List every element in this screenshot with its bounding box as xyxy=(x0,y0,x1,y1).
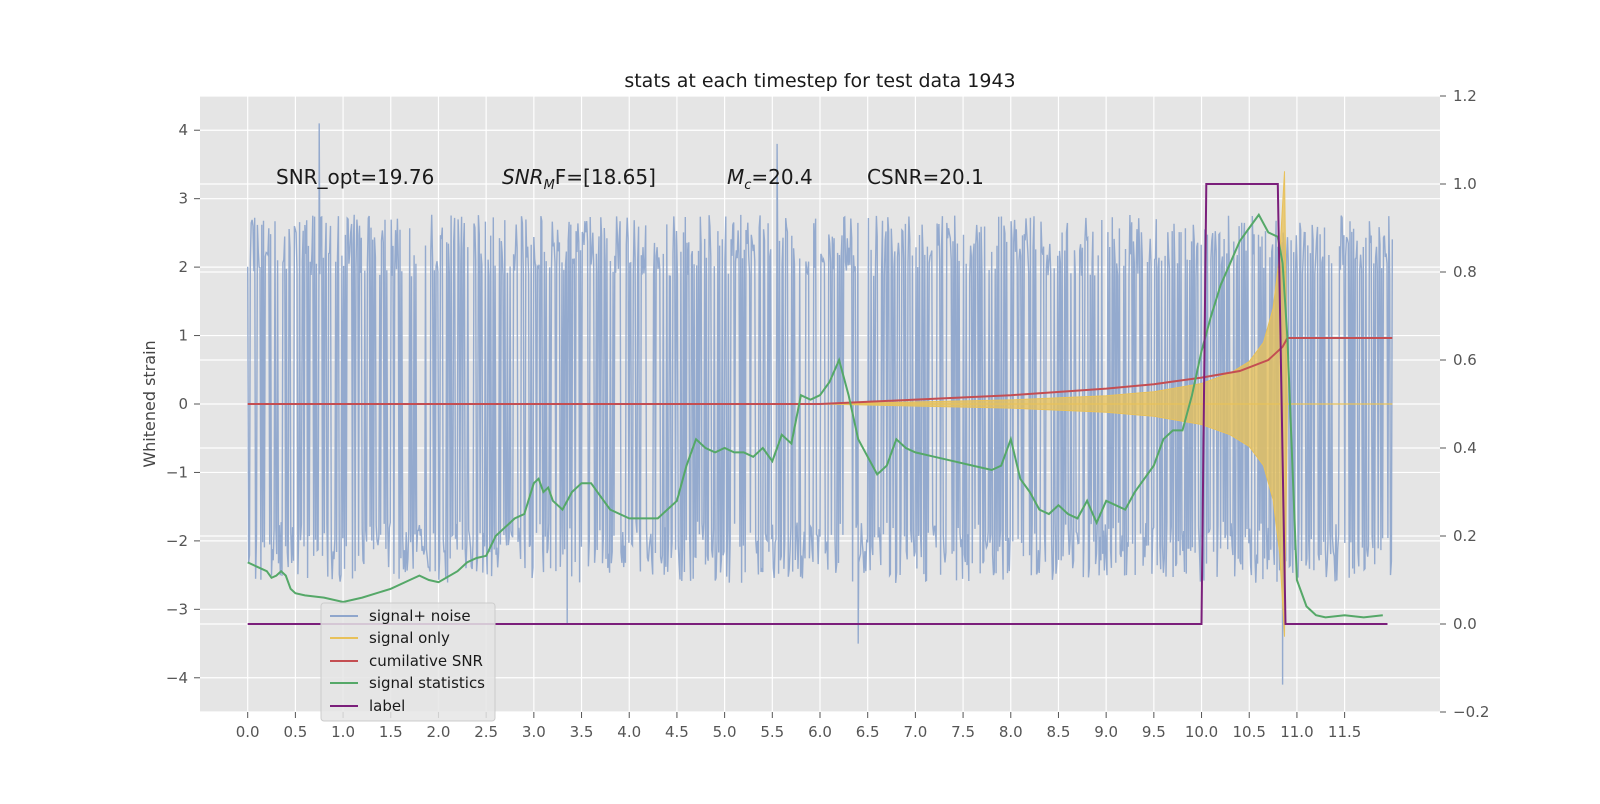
x-tick-label: 7.5 xyxy=(951,723,975,741)
x-tick-label: 0.5 xyxy=(283,723,307,741)
x-tick-label: 8.0 xyxy=(999,723,1023,741)
x-tick-label: 10.0 xyxy=(1185,723,1218,741)
annotation-mc-main: M xyxy=(727,165,744,189)
chart-title: stats at each timestep for test data 194… xyxy=(624,70,1015,92)
x-tick-label: 5.0 xyxy=(713,723,737,741)
x-tick-label: 4.0 xyxy=(617,723,641,741)
signal-only-series xyxy=(819,171,1393,637)
y2-tick-label: 0.0 xyxy=(1453,615,1477,633)
y-tick-label: 1 xyxy=(178,327,188,345)
y2-tick-label: 0.2 xyxy=(1453,527,1477,545)
legend-label-cumulative-snr: cumilative SNR xyxy=(369,652,483,670)
y2-tick-label: 0.4 xyxy=(1453,439,1477,457)
x-tick-label: 11.5 xyxy=(1328,723,1361,741)
y-tick-label: −2 xyxy=(166,532,188,550)
y2-tick-label: 0.6 xyxy=(1453,351,1477,369)
x-tick-label: 2.0 xyxy=(427,723,451,741)
x-tick-label: 5.5 xyxy=(760,723,784,741)
y-tick-label: −1 xyxy=(166,463,188,481)
legend: signal+ noise signal only cumilative SNR… xyxy=(320,602,496,722)
x-tick-label: 0.0 xyxy=(236,723,260,741)
annotation-snr-mf: SNRMF=[18.65] xyxy=(502,165,656,193)
signal-statistics-line xyxy=(247,212,1383,619)
x-tick-label: 9.0 xyxy=(1094,723,1118,741)
annotation-mc-rest: =20.4 xyxy=(751,165,812,189)
annotation-snr-opt: SNR_opt=19.76 xyxy=(276,165,434,189)
y2-tick-label: 1.2 xyxy=(1453,87,1477,105)
y-tick-label: 0 xyxy=(178,395,188,413)
annotation-csnr: CSNR=20.1 xyxy=(867,165,984,189)
x-tick-label: 3.5 xyxy=(570,723,594,741)
right-axis-series xyxy=(247,183,1393,625)
legend-label-signal-statistics: signal statistics xyxy=(369,674,485,692)
x-tick-label: 1.0 xyxy=(331,723,355,741)
x-tick-label: 7.0 xyxy=(903,723,927,741)
x-tick-label: 10.5 xyxy=(1233,723,1266,741)
x-tick-label: 3.0 xyxy=(522,723,546,741)
y-axis-label: Whitened strain xyxy=(140,340,159,467)
x-tick-label: 6.0 xyxy=(808,723,832,741)
y-tick-label: 3 xyxy=(178,190,188,208)
annotation-mc: Mc=20.4 xyxy=(727,165,813,193)
y2-tick-label: −0.2 xyxy=(1453,703,1489,721)
annotation-snr-mf-rest: F=[18.65] xyxy=(555,165,656,189)
y-tick-label: 2 xyxy=(178,258,188,276)
legend-label-label: label xyxy=(369,697,405,715)
annotation-snr-mf-sub: M xyxy=(544,178,555,193)
legend-label-signal-only: signal only xyxy=(369,629,450,647)
y2-tick-label: 0.8 xyxy=(1453,263,1477,281)
x-tick-label: 2.5 xyxy=(474,723,498,741)
label-line xyxy=(247,183,1388,625)
y-tick-label: 4 xyxy=(178,121,188,139)
annotation-snr-mf-main: SNR xyxy=(502,165,544,189)
x-tick-label: 8.5 xyxy=(1047,723,1071,741)
x-tick-label: 1.5 xyxy=(379,723,403,741)
annotation-mc-sub: c xyxy=(744,178,751,193)
axis-ticks: 0.0 0.5 1.0 1.5 2.0 2.5 3.0 3.5 4.0 4.5 5.0 5.5 6.0 6… xyxy=(166,87,1490,741)
legend-box xyxy=(320,602,496,722)
y-tick-label: −4 xyxy=(166,669,188,687)
x-tick-label: 4.5 xyxy=(665,723,689,741)
y-tick-label: −3 xyxy=(166,600,188,618)
legend-label-signal-noise: signal+ noise xyxy=(369,607,471,625)
x-tick-label: 11.0 xyxy=(1280,723,1313,741)
x-tick-label: 9.5 xyxy=(1142,723,1166,741)
y2-tick-label: 1.0 xyxy=(1453,175,1477,193)
x-tick-label: 6.5 xyxy=(856,723,880,741)
